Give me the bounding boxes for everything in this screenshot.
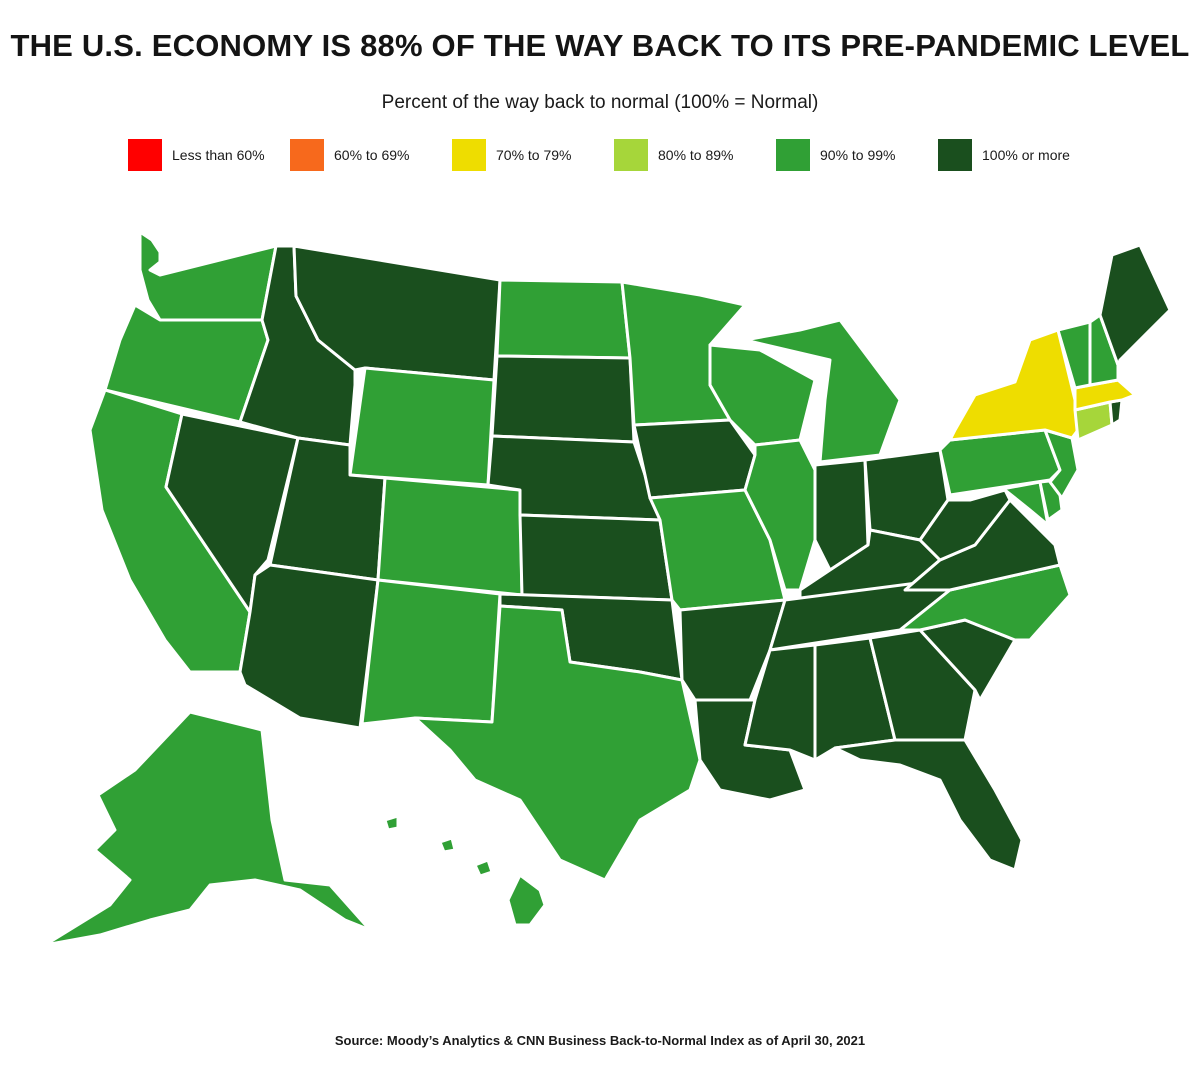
legend-swatch: [452, 139, 486, 171]
legend: Less than 60% 60% to 69% 70% to 79% 80% …: [128, 139, 1088, 175]
legend-label: 60% to 69%: [334, 147, 410, 163]
state-CO[interactable]: [376, 476, 524, 597]
legend-label: Less than 60%: [172, 147, 265, 163]
legend-label: 100% or more: [982, 147, 1070, 163]
state-HI[interactable]: [383, 814, 547, 927]
state-ME[interactable]: [1098, 243, 1172, 367]
state-WV[interactable]: [918, 488, 1012, 562]
state-AZ[interactable]: [238, 563, 380, 730]
state-WA[interactable]: [138, 230, 278, 322]
source-note: Source: Moody’s Analytics & CNN Business…: [334, 1033, 866, 1048]
state-KS[interactable]: [518, 513, 674, 602]
state-NM[interactable]: [360, 578, 502, 726]
legend-swatch: [776, 139, 810, 171]
state-IL[interactable]: [743, 438, 817, 592]
state-WY[interactable]: [348, 366, 496, 487]
state-SD[interactable]: [490, 354, 636, 444]
state-AK[interactable]: [43, 710, 372, 947]
state-ND[interactable]: [495, 278, 632, 360]
legend-label: 90% to 99%: [820, 147, 896, 163]
state-FL[interactable]: [833, 738, 1024, 872]
state-NH[interactable]: [1088, 313, 1120, 387]
state-MI[interactable]: [743, 318, 902, 464]
state-TX[interactable]: [413, 604, 702, 882]
legend-swatch: [128, 139, 162, 171]
state-NY[interactable]: [948, 328, 1080, 442]
state-IA[interactable]: [632, 418, 757, 500]
state-MD[interactable]: [968, 480, 1050, 527]
legend-label: 80% to 89%: [658, 147, 734, 163]
legend-label: 70% to 79%: [496, 147, 572, 163]
state-RI[interactable]: [1108, 398, 1124, 427]
legend-swatch: [290, 139, 324, 171]
legend-swatch: [614, 139, 648, 171]
chart-title: THE U.S. ECONOMY IS 88% OF THE WAY BACK …: [10, 28, 1190, 63]
legend-swatch: [938, 139, 972, 171]
legend-title: Percent of the way back to normal (100% …: [381, 92, 819, 113]
